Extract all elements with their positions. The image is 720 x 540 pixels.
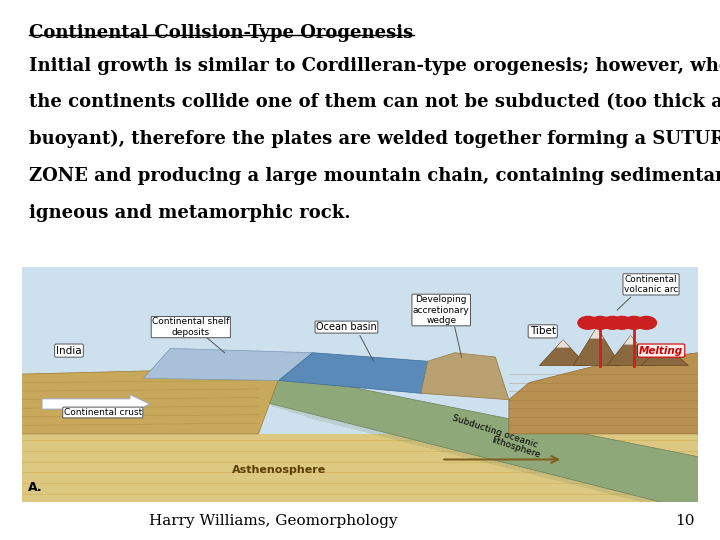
Polygon shape xyxy=(539,340,587,366)
Polygon shape xyxy=(421,353,509,400)
Polygon shape xyxy=(607,336,654,366)
Text: ZONE and producing a large mountain chain, containing sedimentary,: ZONE and producing a large mountain chai… xyxy=(29,167,720,185)
Text: India: India xyxy=(56,346,82,355)
Text: Harry Williams, Geomorphology: Harry Williams, Geomorphology xyxy=(149,514,398,528)
Text: Asthenosphere: Asthenosphere xyxy=(232,465,326,475)
Text: Initial growth is similar to Cordilleran-type orogenesis; however, when: Initial growth is similar to Cordilleran… xyxy=(29,57,720,75)
Polygon shape xyxy=(238,370,712,515)
Text: Continental
volcanic arc: Continental volcanic arc xyxy=(624,275,678,294)
Text: igneous and metamorphic rock.: igneous and metamorphic rock. xyxy=(29,204,351,221)
Text: lithosphere: lithosphere xyxy=(490,435,541,460)
Polygon shape xyxy=(509,353,698,434)
Text: Continental Collision-Type Orogenesis: Continental Collision-Type Orogenesis xyxy=(29,24,413,42)
Text: A.: A. xyxy=(28,481,43,494)
Polygon shape xyxy=(22,434,698,502)
Text: 10: 10 xyxy=(675,514,695,528)
Polygon shape xyxy=(658,344,671,350)
Circle shape xyxy=(636,316,657,329)
Polygon shape xyxy=(22,370,279,434)
Polygon shape xyxy=(624,336,637,345)
Text: Developing
accretionary
wedge: Developing accretionary wedge xyxy=(413,295,469,325)
Circle shape xyxy=(578,316,598,329)
FancyArrow shape xyxy=(42,394,150,414)
Text: Continental shelf
deposits: Continental shelf deposits xyxy=(152,318,230,337)
Circle shape xyxy=(603,316,623,329)
Polygon shape xyxy=(557,340,570,348)
Text: Melting: Melting xyxy=(639,346,683,355)
Polygon shape xyxy=(143,348,312,381)
Text: Subducting oceanic: Subducting oceanic xyxy=(451,414,539,450)
Text: buoyant), therefore the plates are welded together forming a SUTURE: buoyant), therefore the plates are welde… xyxy=(29,130,720,148)
Circle shape xyxy=(590,316,611,329)
Polygon shape xyxy=(590,327,603,339)
Polygon shape xyxy=(279,353,455,393)
Circle shape xyxy=(612,316,632,329)
Polygon shape xyxy=(641,344,688,366)
Circle shape xyxy=(624,316,644,329)
Text: Tibet: Tibet xyxy=(530,326,556,336)
Text: the continents collide one of them can not be subducted (too thick and: the continents collide one of them can n… xyxy=(29,93,720,111)
Polygon shape xyxy=(573,327,621,366)
Text: Ocean basin: Ocean basin xyxy=(316,322,377,332)
Text: Continental crust: Continental crust xyxy=(63,408,142,417)
